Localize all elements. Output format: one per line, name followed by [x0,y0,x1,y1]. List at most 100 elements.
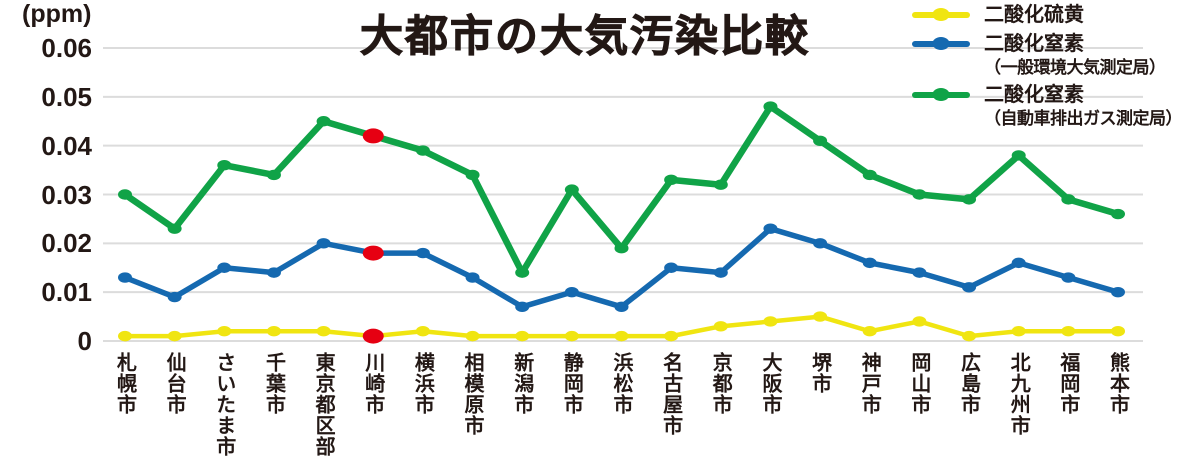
y-tick-label: 0.03 [41,179,92,210]
data-point [167,291,182,303]
data-point [1011,150,1026,161]
data-point [664,330,679,342]
data-point [763,101,778,112]
data-point [614,301,629,313]
city-label: 札幌市 [113,352,136,415]
legend-item-no2-roadside: 二酸化窒素 （自動車排出ガス測定局） [912,82,1183,130]
city-label: 相模原市 [461,352,484,436]
legend-label-no2-roadside: 二酸化窒素 [984,84,1084,106]
data-point [217,160,232,171]
data-point [515,330,530,342]
data-point [1011,326,1026,337]
data-point [713,267,728,278]
data-point [415,145,430,156]
city-label: 大阪市 [758,352,781,415]
data-point [614,330,629,342]
data-point [813,311,828,322]
data-point [415,326,430,337]
legend-swatch-blue-icon [912,31,970,57]
data-point [266,267,281,278]
data-point [912,316,927,327]
data-point [813,238,828,249]
city-label: 新潟市 [510,352,533,415]
legend-label-so2: 二酸化硫黄 [984,4,1084,26]
data-point [862,326,877,337]
data-point [266,326,281,337]
data-point [813,135,828,146]
data-point [465,169,480,181]
data-point [167,330,182,342]
data-point [862,257,877,269]
legend-item-no2-general: 二酸化窒素 （一般環境大気測定局） [912,31,1182,79]
y-tick-label: 0.04 [41,130,92,161]
city-label: 神戸市 [858,352,881,415]
data-point [266,169,281,181]
data-point [515,301,530,313]
data-point [564,286,579,298]
data-point [118,272,132,283]
data-point [217,326,232,337]
city-label: 堺市 [808,352,831,394]
data-point [1111,286,1125,298]
city-label: 仙台市 [163,352,186,415]
data-point [763,223,778,234]
data-point [1011,257,1026,269]
y-tick-label: 0.02 [41,228,92,259]
highlight-point [362,328,384,344]
data-point [763,316,778,327]
city-label: 福岡市 [1056,352,1079,415]
data-point [962,282,977,293]
city-label: 広島市 [957,352,980,415]
data-point [614,243,629,254]
city-label: 東京都区部 [312,352,335,457]
chart-legend: 二酸化硫黄 二酸化窒素 （一般環境大気測定局） 二酸化窒素 （自動車排出ガス測定… [912,2,1183,133]
city-label: 浜松市 [610,352,632,415]
data-point [167,223,182,234]
data-point [465,272,480,283]
data-point [862,169,877,181]
data-point [316,116,331,127]
data-point [664,262,679,273]
chart-title: 大都市の大気汚染比較 [360,13,810,62]
data-point [962,330,977,342]
city-label: 京都市 [709,352,732,415]
data-point [118,330,132,342]
data-point [564,184,579,195]
y-axis-unit-label: (ppm) [22,0,92,28]
data-point [1061,194,1076,205]
legend-item-so2: 二酸化硫黄 [912,2,1182,28]
data-point [1111,208,1125,220]
data-point [118,189,132,200]
data-point [316,238,331,249]
legend-sublabel-no2-general: （一般環境大気測定局） [984,58,1166,77]
legend-label-no2-general: 二酸化窒素 [984,33,1084,55]
data-point [564,330,579,342]
y-tick-label: 0.01 [41,277,92,308]
city-label: 千葉市 [262,352,285,415]
city-label: 熊本市 [1106,352,1129,415]
legend-sublabel-no2-roadside: （自動車排出ガス測定局） [984,109,1183,128]
city-label: 名古屋市 [659,352,682,436]
city-label: さいたま市 [212,352,235,457]
data-point [515,267,530,278]
city-label: 川崎市 [361,352,384,415]
data-point [713,321,728,332]
data-point [912,189,927,200]
data-point [415,247,430,259]
highlight-point [362,128,384,144]
highlight-point [362,245,384,261]
data-point [912,267,927,278]
data-point [962,194,977,205]
y-tick-label: 0 [77,326,92,356]
data-point [1111,326,1125,337]
data-point [1061,326,1076,337]
legend-swatch-yellow-icon [912,2,970,28]
data-point [664,174,679,186]
city-label: 岡山市 [907,352,930,415]
data-point [316,326,331,337]
y-tick-label: 0.05 [41,81,92,112]
legend-swatch-green-icon [912,82,970,108]
data-point [465,330,480,342]
